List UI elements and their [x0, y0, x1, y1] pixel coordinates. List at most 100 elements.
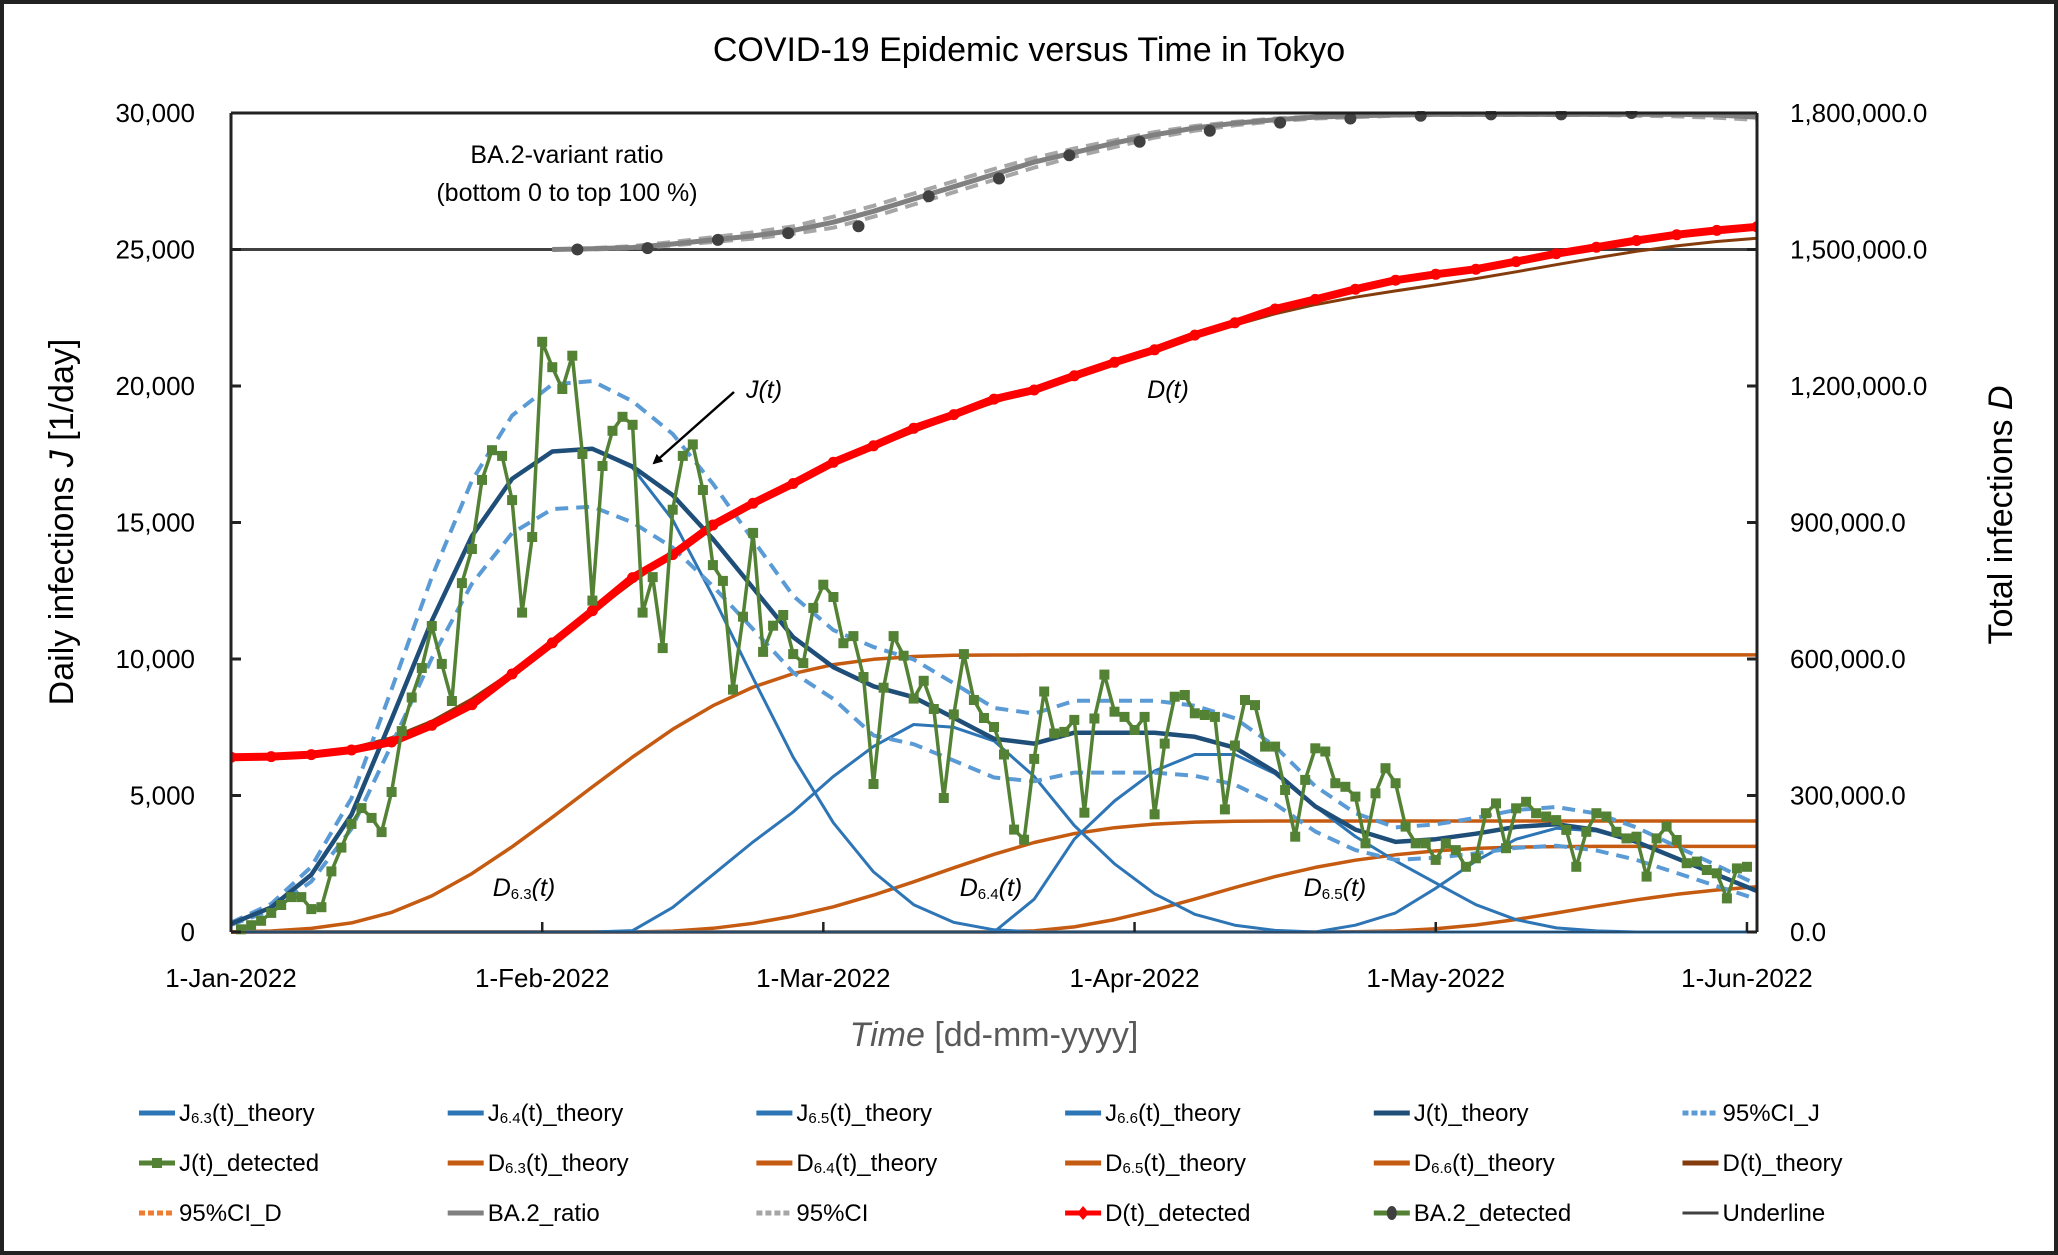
j-detected-marker: [286, 892, 297, 903]
j-detected-marker: [1651, 833, 1662, 844]
y-left-tick-label: 5,000: [130, 781, 195, 811]
y-left-axis-title: Daily infections J [1/day]: [43, 339, 81, 706]
j-detected-marker: [788, 649, 799, 660]
d-detected-marker: [948, 409, 960, 421]
legend-label-subscript: 6.3: [505, 1160, 526, 1177]
d-detected-marker: [346, 744, 357, 756]
d-detected-marker: [1229, 317, 1241, 329]
legend-label-base: J: [488, 1100, 500, 1127]
j-detected-marker: [1591, 808, 1602, 819]
j-detected-marker: [798, 658, 809, 669]
j-detected-marker: [1229, 740, 1240, 751]
ba2-detected-marker: [1344, 112, 1357, 125]
j-detected-marker: [1621, 833, 1632, 844]
ba2-detected-marker: [1063, 149, 1076, 162]
j-detected-marker: [1240, 695, 1250, 705]
j-detected-marker: [1400, 821, 1411, 832]
legend-label: 95%CI: [796, 1200, 868, 1227]
axis-title-pre: Daily infections: [43, 467, 81, 705]
legend-label-subscript: 6.5: [1122, 1160, 1143, 1177]
j-detected-marker: [406, 692, 417, 703]
ba2-detected-marker: [1274, 116, 1287, 129]
j-detected-marker: [1721, 893, 1732, 904]
d-detected-marker: [466, 699, 478, 711]
legend-item: D(t)_theory: [1682, 1150, 1843, 1177]
j-detected-marker: [466, 544, 477, 554]
legend-label-rest: (t)_theory: [1138, 1100, 1241, 1127]
ba2-annotation-range: (bottom 0 to top 100 %): [436, 179, 697, 207]
d-detected-marker: [305, 749, 317, 761]
j-detected-marker: [316, 902, 327, 913]
legend-label: D6.6(t)_theory: [1414, 1150, 1555, 1177]
j-detected-marker: [426, 621, 437, 631]
j-detected-marker: [1019, 834, 1030, 845]
d-detected-marker: [1510, 256, 1522, 268]
legend-label-rest: (t)_theory: [521, 1100, 624, 1127]
j-detected-marker: [256, 915, 267, 926]
legend-label-base: BA.2_detected: [1414, 1200, 1571, 1227]
j-detected-marker: [878, 682, 889, 693]
d-detected-marker: [1430, 268, 1442, 280]
x-tick-label: 1-Feb-2022: [475, 963, 609, 993]
j-detected-marker: [1701, 865, 1712, 875]
x-tick-label: 1-Jun-2022: [1681, 963, 1813, 993]
legend-label: J(t)_detected: [179, 1150, 319, 1177]
annotations: BA.2-variant ratio (bottom 0 to top 100 …: [436, 141, 1366, 903]
j-detected-marker: [1119, 711, 1130, 722]
d-detected-marker: [908, 422, 920, 434]
j-detected-marker: [1541, 811, 1552, 822]
j-detected-marker: [1049, 728, 1060, 739]
legend-label-subscript: 6.3: [191, 1110, 212, 1127]
legend-label-base: D(t)_theory: [1723, 1150, 1843, 1177]
label-rest: (t): [1343, 874, 1367, 902]
ba2-detected-marker: [571, 243, 584, 256]
j-detected-marker: [1450, 845, 1461, 856]
j-detected-marker: [848, 631, 859, 642]
legend-label: J6.6(t)_theory: [1105, 1100, 1241, 1127]
d-detected-marker: [546, 637, 558, 649]
d-detected-marker: [1269, 303, 1281, 315]
j-detected-marker: [1340, 781, 1351, 792]
j-detected-marker: [1691, 856, 1702, 867]
j-detected-marker: [386, 787, 397, 797]
series-d63: [231, 653, 1757, 934]
d-detected-marker: [988, 393, 1000, 405]
j-detected-marker: [858, 672, 869, 682]
j-detected-marker: [1149, 809, 1160, 820]
j-detected-marker: [758, 646, 769, 657]
j-detected-marker: [1099, 669, 1110, 680]
d65-component-label: D6.5(t): [1304, 874, 1367, 903]
j-detected-marker: [246, 920, 257, 931]
legend-label-base: BA.2_ratio: [488, 1200, 600, 1227]
j-detected-marker: [1129, 725, 1140, 735]
j-detected-marker: [497, 450, 508, 461]
legend-item: 95%CI_D: [139, 1200, 282, 1227]
j-detected-marker: [1280, 785, 1291, 795]
j-detected-marker: [1169, 691, 1180, 702]
legend-label-base: Underline: [1723, 1200, 1826, 1227]
axis-title-rest: [dd-mm-yyyy]: [925, 1016, 1138, 1054]
d-detected-marker: [1068, 370, 1080, 382]
axis-title-symbol: D: [1982, 386, 2020, 411]
legend-label-base: D(t)_detected: [1105, 1200, 1250, 1227]
j-detected-marker: [547, 362, 558, 373]
legend-label-base: J: [179, 1100, 191, 1127]
j-detected-marker: [657, 643, 668, 654]
j-detected-marker: [918, 675, 929, 686]
d-detected-marker: [747, 497, 759, 509]
j-detected-marker: [1511, 803, 1522, 814]
j-detected-marker: [346, 818, 357, 829]
j-detected-marker: [1159, 738, 1170, 749]
j-detected-marker: [1029, 753, 1040, 764]
legend-item: J(t)_detected: [139, 1150, 319, 1177]
legend-label-base: D: [488, 1150, 505, 1177]
y-right-tick-label: 1,800,000.0: [1790, 98, 1927, 128]
j-detected-marker: [567, 350, 578, 361]
j-detected-marker: [1671, 835, 1682, 845]
j-detected-marker: [557, 384, 568, 394]
j-detected-marker: [587, 595, 598, 606]
j-detected-marker: [989, 722, 999, 732]
j-detected-marker: [1561, 824, 1572, 835]
j-detected-marker: [908, 693, 919, 704]
j-detected-marker: [667, 504, 678, 515]
